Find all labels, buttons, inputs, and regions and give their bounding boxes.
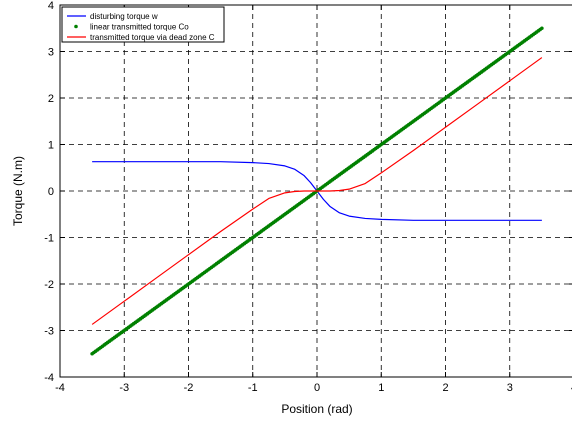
legend-entry-2: transmitted torque via dead zone C xyxy=(67,33,215,42)
y-axis-label: Torque (N.m) xyxy=(11,156,25,226)
x-tick-label: 2 xyxy=(442,382,448,394)
series-2 xyxy=(91,57,543,325)
y-tick-label: 2 xyxy=(48,93,54,105)
x-tick-label: -3 xyxy=(119,382,129,394)
legend-label: transmitted torque via dead zone C xyxy=(90,33,215,42)
ticks: -4 -3 -2 -1 0 1 2 3 4 -4 -3 -2 -1 0 1 2 3 4 xyxy=(44,0,572,394)
y-tick-label: -1 xyxy=(44,233,54,245)
y-tick-label: 4 xyxy=(48,0,54,12)
x-tick-label: 3 xyxy=(507,382,513,394)
legend-entries: disturbing torque w linear transmitted to… xyxy=(67,12,215,42)
legend-marker xyxy=(74,24,78,29)
y-tick-label: 0 xyxy=(48,186,54,198)
legend: disturbing torque w linear transmitted to… xyxy=(61,6,225,43)
series-1 xyxy=(90,26,544,356)
x-tick-label: -1 xyxy=(248,382,258,394)
x-tick-label: 1 xyxy=(378,382,384,394)
x-tick-label: 4 xyxy=(571,382,572,394)
y-tick-label: 1 xyxy=(48,140,54,152)
series-layer xyxy=(90,26,544,356)
series-line xyxy=(91,57,543,325)
x-tick-label: -2 xyxy=(184,382,194,394)
data-point xyxy=(540,26,544,31)
legend-label: linear transmitted torque Co xyxy=(90,23,189,32)
legend-entry-0: disturbing torque w xyxy=(67,12,158,21)
legend-label: disturbing torque w xyxy=(90,12,158,21)
legend-box xyxy=(61,6,225,43)
legend-entry-1: linear transmitted torque Co xyxy=(74,23,189,32)
x-tick-label: 0 xyxy=(314,382,320,394)
x-tick-label: -4 xyxy=(55,382,65,394)
y-tick-label: -4 xyxy=(44,372,54,384)
y-tick-label: 3 xyxy=(48,47,54,59)
y-tick-label: -2 xyxy=(44,279,54,291)
y-tick-label: -3 xyxy=(44,326,54,338)
grid xyxy=(60,5,572,377)
x-axis-label: Position (rad) xyxy=(281,402,352,416)
